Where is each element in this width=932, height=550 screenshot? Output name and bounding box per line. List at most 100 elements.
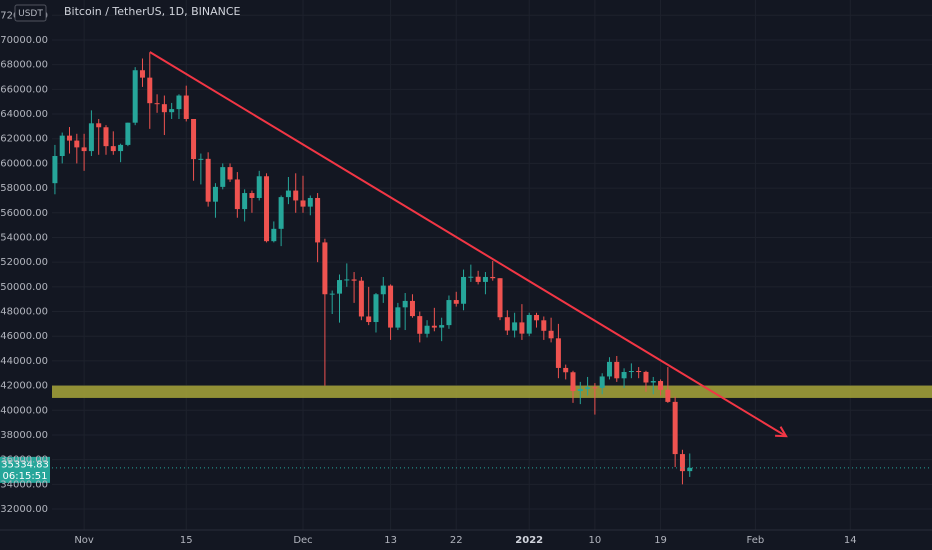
candle-body	[490, 276, 496, 279]
candle-body	[52, 156, 58, 184]
candle-body	[636, 371, 642, 373]
candle-body	[96, 123, 102, 128]
x-tick-label: Dec	[293, 535, 312, 546]
candle-body	[534, 314, 540, 321]
y-tick-label: 38000.00	[0, 430, 48, 441]
candle-body	[548, 330, 554, 339]
countdown-label: 06:15:51	[3, 471, 48, 482]
candle-body	[395, 307, 401, 328]
candle-body	[307, 197, 313, 207]
candle-body	[453, 300, 459, 304]
candle-body	[103, 127, 109, 147]
candle-body	[154, 103, 160, 105]
candle-body	[249, 193, 255, 198]
candle-body	[388, 285, 394, 328]
candles	[52, 52, 693, 485]
candle-body	[118, 144, 124, 152]
y-tick-label: 40000.00	[0, 405, 48, 416]
candle-body	[658, 381, 664, 390]
y-tick-label: 60000.00	[0, 158, 48, 169]
candle-body	[329, 293, 335, 295]
candle-body	[417, 316, 423, 334]
candle-body	[81, 147, 87, 152]
candle-body	[563, 367, 569, 373]
candle-body	[555, 338, 561, 368]
candle-body	[482, 276, 488, 282]
candle-body	[256, 176, 262, 198]
candle-body	[293, 190, 299, 201]
currency-label: USDT	[18, 9, 43, 19]
candle-body	[242, 193, 248, 210]
candle-body	[621, 372, 627, 379]
support-zone	[52, 385, 932, 398]
candle-body	[67, 135, 73, 141]
candle-body	[74, 140, 80, 148]
zone-layer	[52, 385, 932, 398]
candle-body	[315, 197, 321, 243]
candle-body	[125, 122, 131, 145]
candle-body	[380, 285, 386, 295]
y-tick-label: 58000.00	[0, 183, 48, 194]
candle-body	[439, 325, 445, 328]
candle-body	[161, 104, 167, 113]
candle-body	[322, 242, 328, 295]
candle-body	[59, 135, 65, 157]
candle-body	[570, 372, 576, 392]
y-tick-label: 66000.00	[0, 84, 48, 95]
trend-arrowhead	[775, 426, 788, 438]
y-tick-label: 44000.00	[0, 356, 48, 367]
candle-body	[592, 387, 598, 389]
candle-body	[344, 279, 350, 281]
y-tick-label: 68000.00	[0, 60, 48, 71]
last-price-box	[0, 456, 50, 483]
axes: 32000.00 34000.00 36000.00 38000.00 40000.00…	[0, 10, 856, 546]
x-tick-label: Feb	[747, 535, 765, 546]
candle-body	[577, 388, 583, 392]
candle-body	[526, 314, 532, 334]
candle-body	[512, 322, 518, 331]
y-tick-label: 50000.00	[0, 282, 48, 293]
candle-body	[402, 300, 408, 308]
x-tick-label: 2022	[515, 535, 543, 546]
candle-body	[227, 167, 233, 180]
candle-body	[351, 279, 357, 281]
candle-body	[475, 276, 481, 282]
y-tick-label: 54000.00	[0, 232, 48, 243]
candle-body	[300, 200, 306, 207]
candle-body	[424, 325, 430, 334]
candle-body	[679, 454, 685, 472]
candle-body	[468, 276, 474, 278]
x-tick-label: 15	[180, 535, 193, 546]
grid	[52, 0, 932, 530]
last-price-label: 35334.83	[1, 459, 49, 470]
candle-body	[336, 280, 342, 294]
y-tick-label: 56000.00	[0, 208, 48, 219]
candle-body	[504, 317, 510, 331]
y-tick-label: 46000.00	[0, 331, 48, 342]
candle-body	[431, 325, 437, 328]
candle-body	[212, 186, 218, 202]
x-tick-label: 19	[654, 535, 667, 546]
candle-body	[285, 190, 291, 198]
y-tick-label: 48000.00	[0, 307, 48, 318]
y-tick-label: 64000.00	[0, 109, 48, 120]
candle-body	[271, 228, 277, 242]
candle-body	[205, 158, 211, 202]
y-tick-label: 34000.00	[0, 479, 48, 490]
candle-body	[264, 176, 270, 242]
candle-body	[169, 109, 175, 113]
candle-body	[409, 300, 415, 317]
x-tick-label: 14	[844, 535, 857, 546]
candle-body	[628, 371, 634, 373]
candle-body	[278, 197, 284, 229]
candle-body	[461, 276, 467, 304]
candle-body	[147, 77, 153, 104]
candle-body	[373, 294, 379, 323]
candle-body	[687, 467, 693, 472]
trend-line	[149, 51, 787, 438]
y-tick-label: 70000.00	[0, 35, 48, 46]
candle-body	[88, 123, 94, 152]
candle-body	[599, 376, 605, 388]
